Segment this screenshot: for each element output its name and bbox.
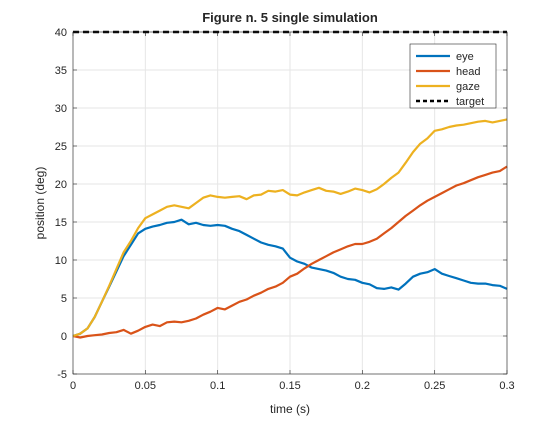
x-tick-label: 0.3 <box>499 380 514 392</box>
x-tick-label: 0.2 <box>355 380 370 392</box>
legend-label-gaze: gaze <box>456 81 480 93</box>
legend-label-head: head <box>456 66 480 78</box>
legend-label-target: target <box>456 96 484 108</box>
legend: eye head gaze target <box>409 43 497 109</box>
y-tick-label: 5 <box>61 293 67 305</box>
y-tick-label: 15 <box>55 217 67 229</box>
y-tick-label: 25 <box>55 141 67 153</box>
y-tick-label: 40 <box>55 27 67 39</box>
x-tick-label: 0 <box>70 380 76 392</box>
y-tick-label: 0 <box>61 331 67 343</box>
legend-label-eye: eye <box>456 51 474 63</box>
y-axis-label: position (deg) <box>33 167 47 240</box>
legend-box <box>409 43 497 109</box>
chart-title: Figure n. 5 single simulation <box>202 10 378 25</box>
y-tick-label: 20 <box>55 179 67 191</box>
x-tick-label: 0.15 <box>279 380 300 392</box>
series-line-head <box>72 165 508 339</box>
plot-frame <box>72 31 508 375</box>
series-line-gaze <box>72 118 508 338</box>
x-tick-label: 0.1 <box>210 380 225 392</box>
y-tick-label: 10 <box>55 255 67 267</box>
y-tick-label: 35 <box>55 65 67 77</box>
y-tick-label: 30 <box>55 103 67 115</box>
series-line-eye <box>72 218 508 338</box>
x-tick-label: 0.05 <box>135 380 156 392</box>
x-axis-label: time (s) <box>270 402 310 416</box>
y-tick-label: -5 <box>57 369 67 381</box>
x-tick-label: 0.25 <box>424 380 445 392</box>
